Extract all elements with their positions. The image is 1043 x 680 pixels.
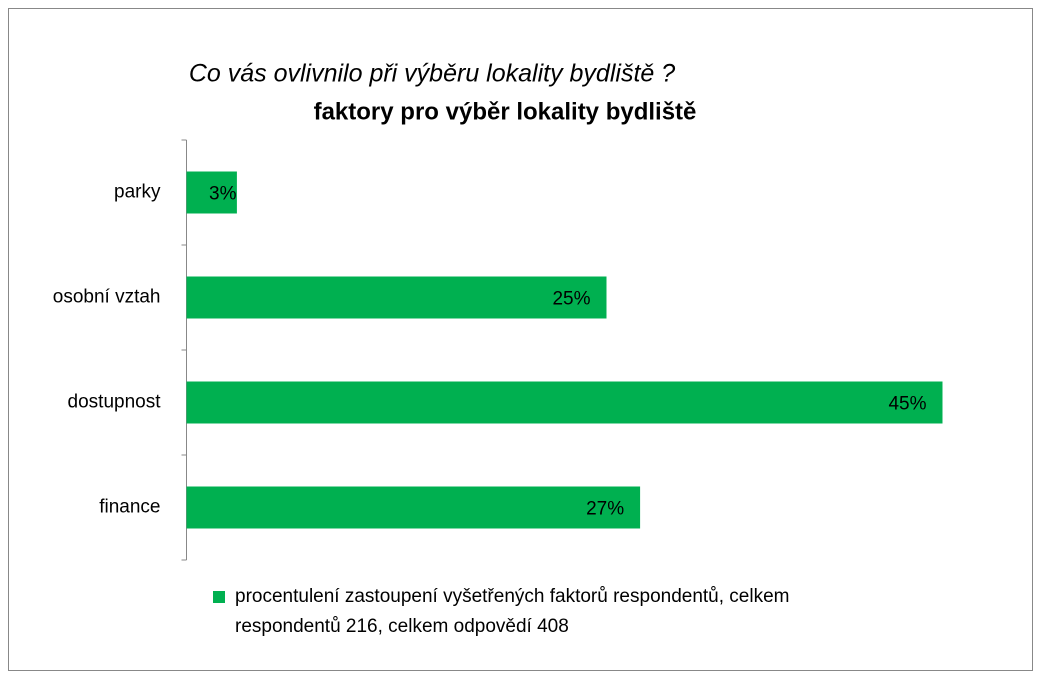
legend-label: procentulení zastoupení vyšetřených fakt…	[235, 586, 790, 637]
y-tick-label: parky	[114, 182, 161, 203]
chart-border	[8, 8, 1033, 671]
legend-swatch	[213, 591, 225, 603]
bar	[186, 486, 641, 529]
bar	[186, 381, 943, 424]
legend: procentulení zastoupení vyšetřených fakt…	[213, 582, 873, 642]
bar	[186, 276, 607, 319]
data-label: 27%	[586, 499, 624, 520]
bar	[186, 171, 237, 214]
y-tick-label: dostupnost	[68, 392, 162, 413]
data-label: 3%	[209, 184, 237, 205]
data-label: 45%	[888, 394, 926, 415]
y-tick-label: osobní vztah	[53, 287, 161, 308]
chart-title: Co vás ovlivnilo při výběru lokality byd…	[189, 60, 675, 88]
data-label: 25%	[552, 289, 590, 310]
y-tick-label: finance	[99, 497, 160, 518]
chart-subtitle: faktory pro výběr lokality bydliště	[314, 98, 697, 125]
